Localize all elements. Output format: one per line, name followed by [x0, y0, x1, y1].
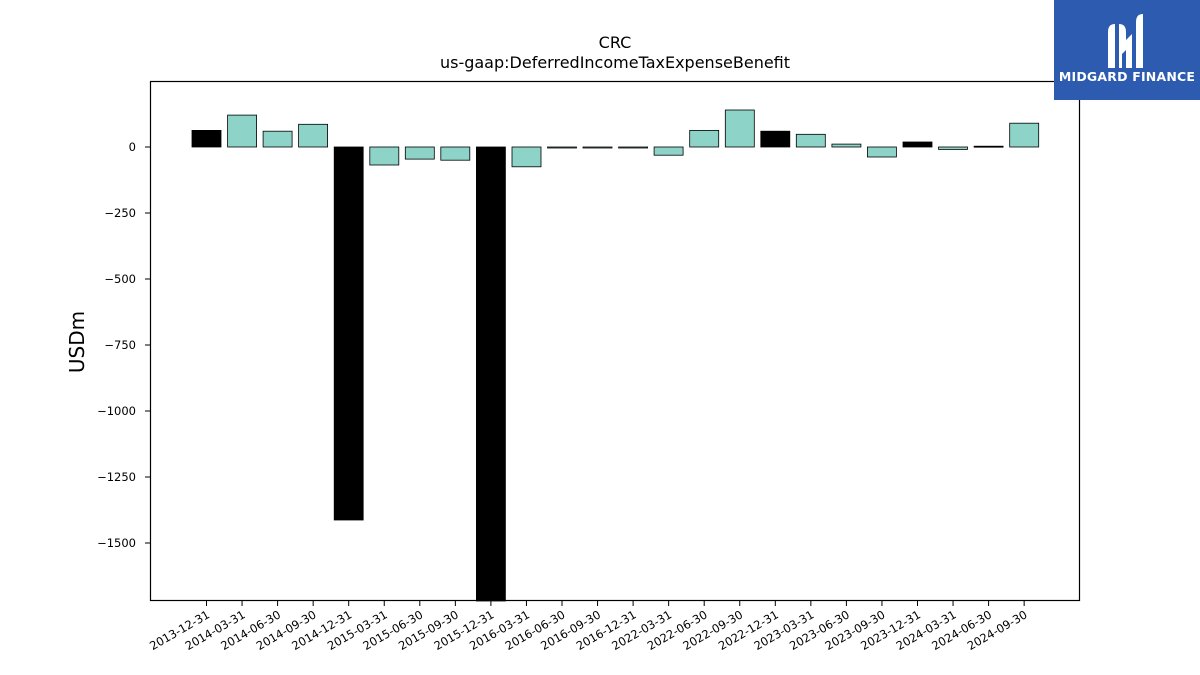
bar-2023-06-30 — [831, 143, 862, 148]
bars-group — [191, 109, 1040, 602]
bar-2015-09-30 — [440, 146, 471, 161]
bar-2014-06-30 — [262, 130, 293, 148]
bar-2022-12-31 — [760, 130, 791, 148]
bar-2022-06-30 — [689, 129, 720, 148]
bar-2014-12-31 — [333, 146, 364, 521]
midgard-finance-logo: MIDGARD FINANCE — [1054, 0, 1200, 100]
bar-2023-09-30 — [867, 146, 897, 158]
bar-2024-09-30 — [1009, 122, 1040, 148]
bar-2024-03-31 — [938, 146, 968, 150]
y-tick-label: −1000 — [97, 404, 136, 418]
bar-2016-12-31 — [618, 146, 648, 149]
bar-2022-09-30 — [724, 109, 755, 148]
y-tick-label: −1250 — [97, 470, 136, 484]
bar-2024-06-30 — [973, 145, 1004, 148]
y-tick-label: −500 — [104, 272, 136, 286]
bar-2022-03-31 — [653, 146, 684, 156]
chart-subtitle: us-gaap:DeferredIncomeTaxExpenseBenefit — [440, 53, 790, 72]
y-axis-label: USDm — [65, 311, 89, 373]
y-tick-label: −750 — [104, 338, 136, 352]
y-tick-label: −1500 — [97, 536, 136, 550]
bar-2016-03-31 — [511, 146, 542, 168]
midgard-logo-icon — [1108, 14, 1143, 68]
bar-2014-03-31 — [227, 114, 258, 148]
bar-2015-12-31 — [475, 146, 506, 602]
plot-frame — [149, 80, 1081, 602]
bar-2014-09-30 — [298, 123, 329, 148]
y-tick-label: 0 — [129, 140, 136, 154]
chart-title: CRC — [599, 33, 632, 52]
bar-2023-03-31 — [795, 133, 826, 148]
y-tick-label: −250 — [104, 206, 136, 220]
x-axis-ticks: 2013-12-312014-03-312014-06-302014-09-30… — [147, 601, 1030, 653]
bar-2015-06-30 — [404, 146, 435, 160]
bar-2016-09-30 — [582, 146, 613, 149]
bar-2016-06-30 — [547, 146, 577, 149]
y-axis-ticks: 0 −250 −500 −750 −1000 −1250 −1500 — [97, 140, 150, 550]
bar-2013-12-31 — [191, 129, 222, 148]
bar-2015-03-31 — [369, 146, 400, 166]
logo-text: MIDGARD FINANCE — [1058, 69, 1196, 84]
bar-2023-12-31 — [902, 141, 933, 148]
